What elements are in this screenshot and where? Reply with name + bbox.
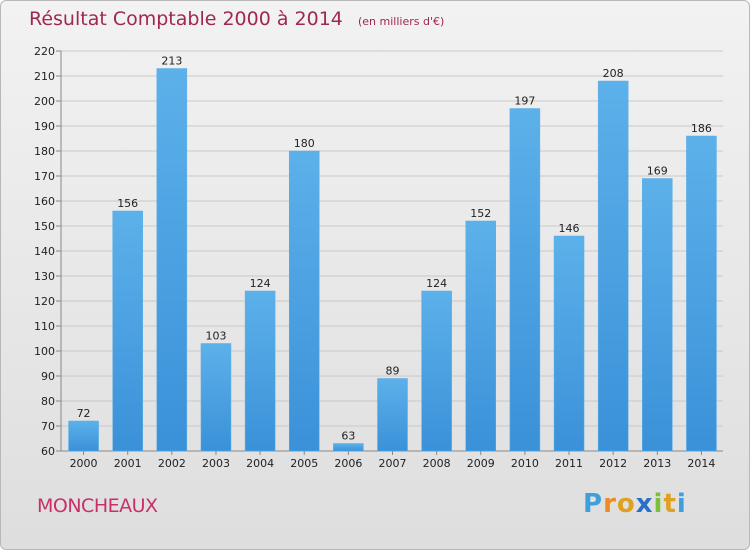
bar-value-label: 208 xyxy=(603,67,624,80)
y-tick-label: 170 xyxy=(34,170,55,183)
x-tick-label: 2000 xyxy=(70,457,98,470)
x-tick-label: 2014 xyxy=(687,457,715,470)
y-tick-label: 60 xyxy=(41,445,55,458)
bar xyxy=(112,210,143,452)
bar-value-label: 213 xyxy=(161,55,182,68)
y-tick-label: 90 xyxy=(41,370,55,383)
bar xyxy=(288,150,320,452)
y-tick-label: 190 xyxy=(34,120,55,133)
logo-letter: r xyxy=(603,489,617,519)
bar-value-label: 89 xyxy=(386,365,400,378)
bar xyxy=(68,420,99,452)
bar-value-label: 186 xyxy=(691,122,712,135)
title-row: Résultat Comptable 2000 à 2014 (en milli… xyxy=(29,8,444,30)
bar-value-label: 124 xyxy=(426,277,447,290)
bar-value-label: 180 xyxy=(294,137,315,150)
bar xyxy=(465,220,497,452)
x-tick-label: 2010 xyxy=(511,457,539,470)
logo-letter: i xyxy=(676,489,687,519)
y-tick-label: 210 xyxy=(34,70,55,83)
bar-value-label: 152 xyxy=(470,207,491,220)
bar-value-label: 103 xyxy=(205,330,226,343)
bar-value-label: 146 xyxy=(559,222,580,235)
x-tick-label: 2004 xyxy=(246,457,274,470)
x-tick-label: 2007 xyxy=(379,457,407,470)
bar xyxy=(642,178,673,452)
logo-letter: P xyxy=(583,489,604,519)
y-tick-label: 80 xyxy=(41,395,55,408)
chart-title: Résultat Comptable 2000 à 2014 xyxy=(29,8,343,30)
x-tick-label: 2002 xyxy=(158,457,186,470)
logo-letter: o xyxy=(616,489,636,519)
chart-subtitle: (en milliers d'€) xyxy=(357,15,445,28)
logo-letter: i xyxy=(653,489,664,519)
y-tick-label: 200 xyxy=(34,95,55,108)
logo-letter: x xyxy=(635,489,654,519)
y-tick-label: 150 xyxy=(34,220,55,233)
y-tick-label: 130 xyxy=(34,270,55,283)
x-tick-label: 2001 xyxy=(114,457,142,470)
y-tick-label: 120 xyxy=(34,295,55,308)
bar xyxy=(244,290,276,452)
y-tick-label: 180 xyxy=(34,145,55,158)
bar xyxy=(377,378,408,452)
y-tick-label: 110 xyxy=(34,320,55,333)
bar xyxy=(597,80,629,452)
y-tick-label: 220 xyxy=(34,45,55,58)
x-tick-label: 2009 xyxy=(467,457,495,470)
x-tick-label: 2005 xyxy=(290,457,318,470)
bar-value-label: 63 xyxy=(341,430,355,443)
proxiti-logo: Proxiti xyxy=(583,489,687,519)
x-tick-label: 2011 xyxy=(555,457,583,470)
x-tick-label: 2008 xyxy=(423,457,451,470)
bar xyxy=(156,68,188,452)
y-tick-label: 140 xyxy=(34,245,55,258)
bar-value-label: 124 xyxy=(250,277,271,290)
x-tick-label: 2006 xyxy=(334,457,362,470)
bar xyxy=(333,443,364,452)
logo-letter: t xyxy=(663,489,677,519)
bar xyxy=(686,135,717,452)
bar xyxy=(421,290,452,452)
bar-value-label: 197 xyxy=(514,95,535,108)
y-tick-label: 160 xyxy=(34,195,55,208)
bar xyxy=(553,235,585,452)
bar-value-label: 72 xyxy=(77,407,91,420)
bar-value-label: 156 xyxy=(117,197,138,210)
x-tick-label: 2003 xyxy=(202,457,230,470)
bar xyxy=(509,108,541,452)
y-tick-label: 100 xyxy=(34,345,55,358)
x-tick-label: 2012 xyxy=(599,457,627,470)
bar xyxy=(200,343,232,452)
y-tick-label: 70 xyxy=(41,420,55,433)
x-tick-label: 2013 xyxy=(643,457,671,470)
commune-name: MONCHEAUX xyxy=(37,495,158,517)
bar-value-label: 169 xyxy=(647,165,668,178)
